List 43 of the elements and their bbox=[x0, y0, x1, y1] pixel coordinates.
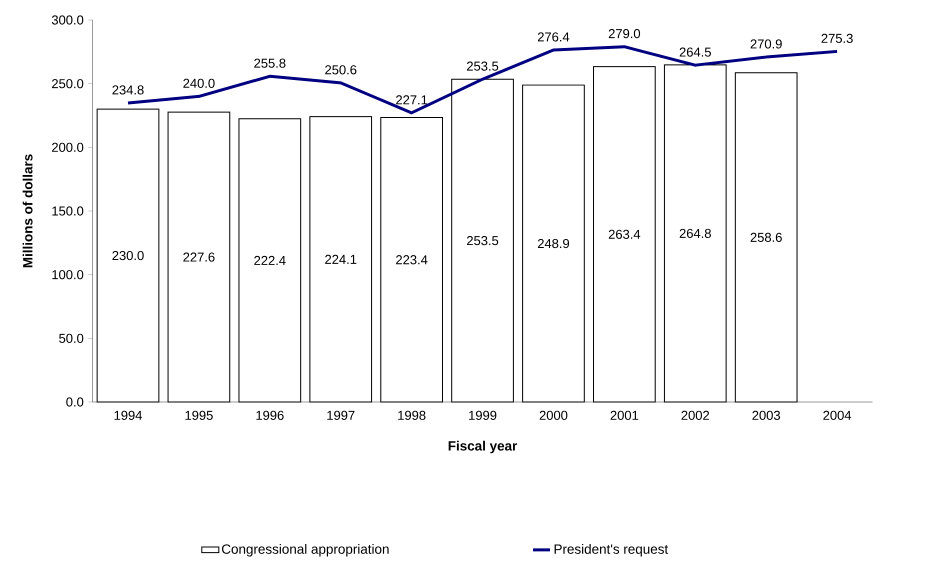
data-label: 264.5 bbox=[680, 48, 711, 57]
data-label: 275.3 bbox=[822, 34, 853, 43]
legend-label: Congressional appropriation bbox=[222, 544, 389, 557]
y-tick-label: 50.0 bbox=[59, 334, 84, 343]
y-tick-label: 250.0 bbox=[52, 79, 84, 88]
data-label: 240.0 bbox=[183, 78, 215, 88]
data-label: 270.9 bbox=[750, 39, 782, 49]
x-tick-label: 1998 bbox=[398, 410, 426, 420]
x-tick-label: 1997 bbox=[327, 410, 354, 420]
data-label: 248.9 bbox=[538, 238, 570, 248]
data-label: 253.5 bbox=[467, 62, 498, 71]
x-tick-label: 1999 bbox=[469, 410, 496, 420]
data-label: 227.6 bbox=[183, 252, 215, 262]
data-label: 222.4 bbox=[254, 256, 286, 265]
x-tick-label: 2004 bbox=[823, 410, 852, 420]
x-tick-label: 1994 bbox=[114, 410, 142, 420]
y-tick-label: 0.0 bbox=[66, 397, 84, 407]
x-tick-label: 2000 bbox=[540, 410, 568, 420]
data-label: 264.8 bbox=[680, 228, 711, 238]
x-tick-label: 1995 bbox=[185, 410, 213, 420]
data-label: 276.4 bbox=[538, 32, 570, 42]
data-label: 230.0 bbox=[112, 250, 144, 260]
data-label: 279.0 bbox=[608, 29, 640, 38]
y-axis-title: Millions of dollars bbox=[22, 154, 33, 268]
data-label: 255.8 bbox=[254, 58, 286, 68]
data-label: 250.6 bbox=[325, 65, 356, 74]
x-tick-label: 1996 bbox=[256, 410, 284, 420]
data-label: 263.4 bbox=[608, 230, 640, 239]
y-tick-label: 200.0 bbox=[52, 142, 84, 152]
y-tick-label: 300.0 bbox=[52, 15, 84, 25]
x-axis-title: Fiscal year bbox=[448, 440, 518, 454]
x-tick-label: 2003 bbox=[752, 410, 780, 420]
y-tick-label: 150.0 bbox=[52, 206, 84, 216]
legend-label: President's request bbox=[554, 544, 668, 557]
x-tick-label: 2001 bbox=[610, 410, 638, 420]
data-label: 227.1 bbox=[396, 95, 428, 104]
y-tick-label: 100.0 bbox=[52, 270, 84, 280]
data-label: 223.4 bbox=[396, 255, 428, 264]
data-label: 234.8 bbox=[112, 85, 144, 94]
data-label: 258.6 bbox=[750, 232, 782, 242]
x-tick-label: 2002 bbox=[682, 410, 710, 420]
data-label: 224.1 bbox=[325, 254, 356, 264]
data-label: 253.5 bbox=[467, 236, 498, 246]
